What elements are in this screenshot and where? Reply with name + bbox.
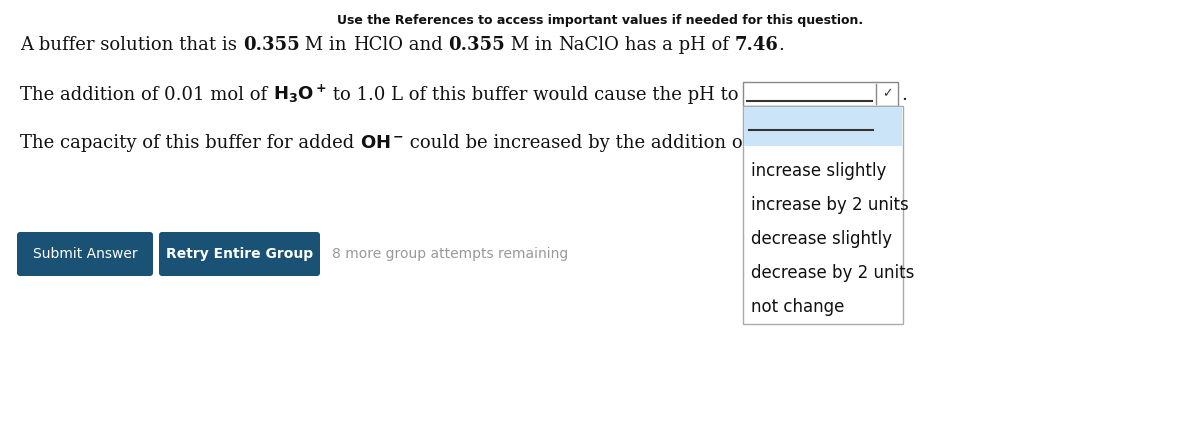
- Text: HClO: HClO: [353, 36, 403, 54]
- Text: ✓: ✓: [882, 87, 893, 100]
- Text: decrease slightly: decrease slightly: [751, 230, 892, 248]
- Bar: [743, 82, 898, 106]
- Bar: [755, 130, 884, 154]
- Text: .: .: [888, 134, 893, 152]
- Text: NaClO: NaClO: [558, 36, 619, 54]
- Text: 7.46: 7.46: [734, 36, 779, 54]
- Text: increase by 2 units: increase by 2 units: [751, 196, 908, 214]
- Text: 0.355: 0.355: [448, 36, 505, 54]
- Text: Retry Entire Group: Retry Entire Group: [166, 247, 313, 261]
- Text: M in: M in: [299, 36, 353, 54]
- Text: increase slightly: increase slightly: [751, 162, 887, 180]
- Text: ✓: ✓: [869, 136, 878, 148]
- Text: $\mathbf{OH^-}$: $\mathbf{OH^-}$: [360, 134, 404, 152]
- Text: 0.355: 0.355: [242, 36, 299, 54]
- Text: Submit Answer: Submit Answer: [32, 247, 137, 261]
- Text: to 1.0 L of this buffer would cause the pH to: to 1.0 L of this buffer would cause the …: [326, 86, 738, 104]
- Text: 8 more group attempts remaining: 8 more group attempts remaining: [332, 247, 569, 261]
- Text: and: and: [403, 36, 448, 54]
- FancyBboxPatch shape: [17, 232, 154, 276]
- Bar: [743, 106, 904, 324]
- Text: The addition of 0.01 mol of: The addition of 0.01 mol of: [20, 86, 272, 104]
- Text: not change: not change: [751, 298, 845, 316]
- Text: A buffer solution that is: A buffer solution that is: [20, 36, 242, 54]
- Bar: [744, 107, 902, 146]
- Text: The capacity of this buffer for added: The capacity of this buffer for added: [20, 134, 360, 152]
- Text: could be increased by the addition of: could be increased by the addition of: [404, 134, 750, 152]
- Text: has a pH of: has a pH of: [619, 36, 734, 54]
- Text: $\mathbf{H_3O^+}$: $\mathbf{H_3O^+}$: [272, 83, 326, 105]
- Text: .: .: [901, 86, 907, 104]
- FancyBboxPatch shape: [158, 232, 320, 276]
- Text: Use the References to access important values if needed for this question.: Use the References to access important v…: [337, 14, 863, 27]
- Text: decrease by 2 units: decrease by 2 units: [751, 264, 914, 282]
- Text: .: .: [779, 36, 785, 54]
- Text: M in: M in: [505, 36, 558, 54]
